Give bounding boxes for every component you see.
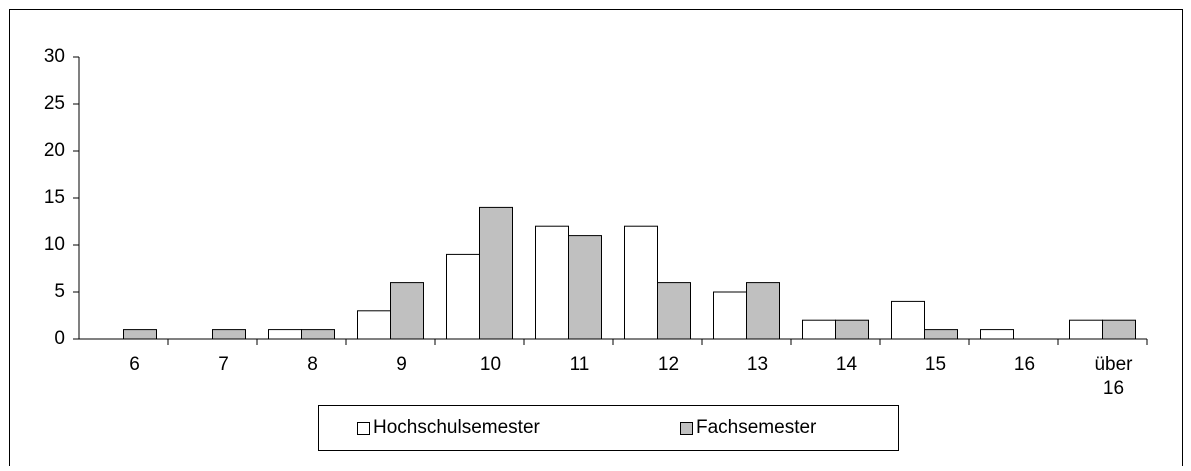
bar [835, 319, 869, 340]
bar [891, 300, 925, 340]
x-tick-label: 12 [658, 354, 679, 375]
bar [1102, 319, 1136, 340]
bar [212, 329, 246, 340]
x-tick-label: 14 [836, 354, 858, 375]
bar [123, 329, 157, 340]
y-tick-label: 10 [44, 234, 65, 255]
legend-swatch [357, 422, 370, 435]
bar [1069, 319, 1103, 340]
x-tick-label: 9 [396, 354, 407, 375]
y-tick-label: 20 [44, 140, 65, 161]
x-tick-label: 11 [570, 354, 590, 375]
bar [357, 310, 391, 340]
bar [657, 282, 691, 340]
legend-label: Hochschulsemester [373, 417, 541, 438]
y-tick-label: 15 [44, 187, 65, 208]
bar [301, 329, 335, 340]
bar [268, 329, 302, 340]
x-tick-label: 7 [218, 354, 229, 375]
legend-swatch [680, 422, 693, 435]
y-tick-label: 0 [54, 328, 65, 349]
bar [479, 206, 513, 340]
bar [390, 282, 424, 340]
bar [713, 291, 747, 340]
bar [802, 319, 836, 340]
y-tick-label: 5 [54, 281, 65, 302]
bar [924, 329, 958, 340]
x-tick-label: 15 [925, 354, 946, 375]
x-tick-label: 13 [747, 354, 768, 375]
legend-label: Fachsemester [696, 417, 817, 438]
x-tick-label: über 16 [1094, 354, 1133, 399]
bar [446, 253, 480, 340]
x-tick-label: 16 [1014, 354, 1035, 375]
bar [746, 282, 780, 340]
bar [535, 225, 569, 340]
x-tick-label: 6 [129, 354, 140, 375]
legend-box [318, 405, 899, 451]
bar [568, 235, 602, 340]
y-tick-label: 25 [44, 93, 65, 114]
y-tick-label: 30 [44, 46, 65, 67]
x-tick-label: 8 [307, 354, 318, 375]
bar [624, 225, 658, 340]
bar [980, 329, 1014, 340]
x-tick-label: 10 [480, 354, 501, 375]
